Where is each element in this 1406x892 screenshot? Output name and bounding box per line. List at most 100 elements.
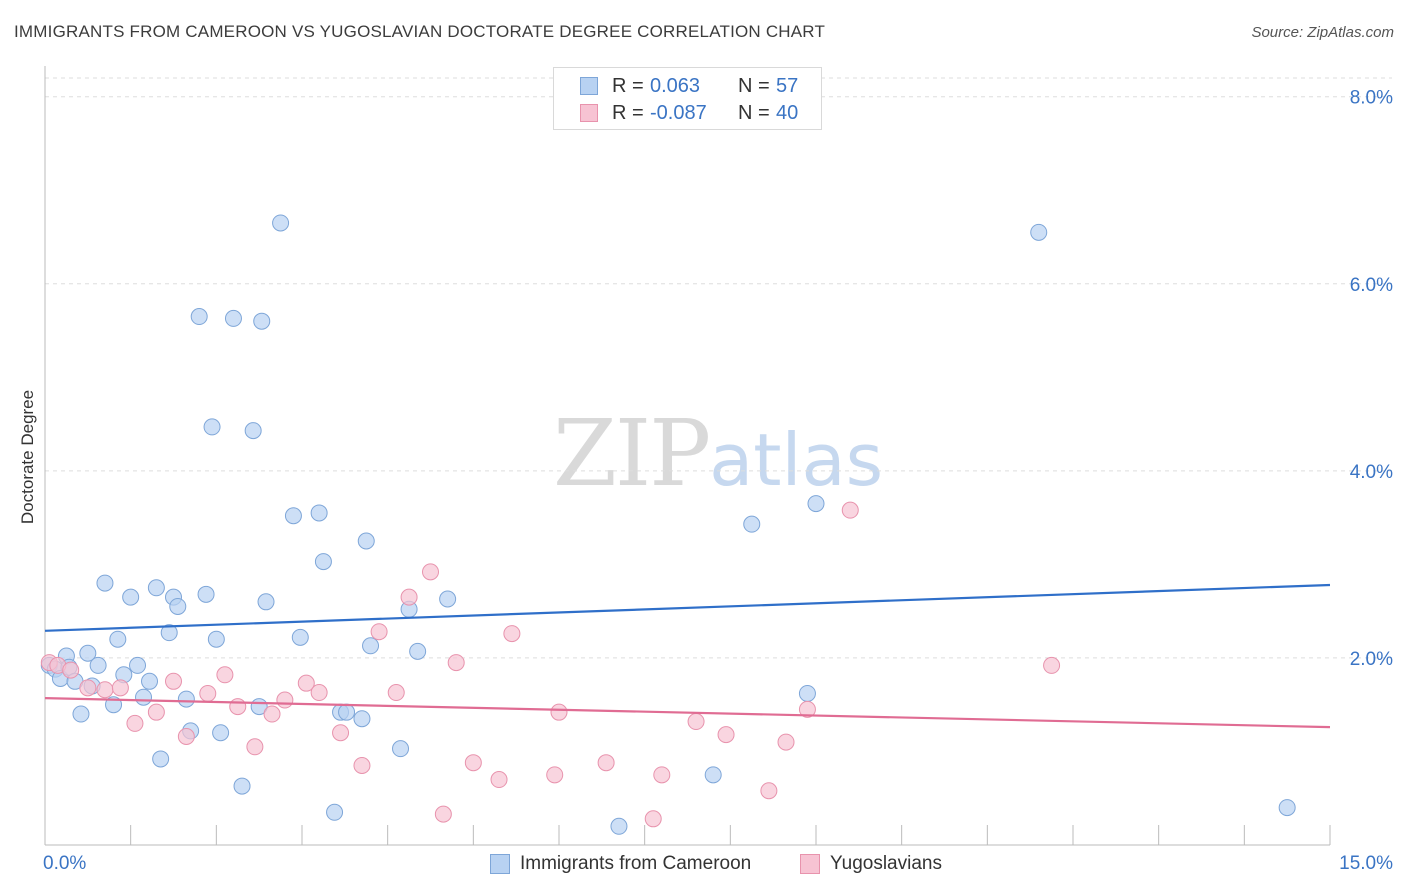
cameroon-point bbox=[190, 308, 208, 326]
yugoslavian-point bbox=[165, 672, 182, 690]
cameroon-point bbox=[169, 597, 187, 615]
cameroon-point bbox=[152, 750, 170, 768]
cameroon-point bbox=[314, 553, 332, 571]
cameroon-point bbox=[807, 495, 825, 513]
series-label-cameroon: Immigrants from Cameroon bbox=[520, 853, 752, 874]
yugoslavian-point bbox=[310, 684, 328, 702]
yugoslavian-point bbox=[841, 501, 859, 519]
cameroon-point bbox=[326, 803, 344, 821]
cameroon-point bbox=[177, 690, 195, 708]
cameroon-point bbox=[357, 532, 375, 550]
correlation-legend: R = 0.063 N = 57 R = -0.087 N = 40 bbox=[553, 67, 822, 130]
cameroon-point bbox=[135, 688, 153, 706]
yugoslavian-point bbox=[490, 771, 508, 789]
legend-n-label: N = bbox=[738, 74, 770, 97]
yugoslavian-point bbox=[297, 674, 315, 692]
series-legend-cameroon: Immigrants from Cameroon bbox=[490, 853, 751, 875]
yugoslavian-point bbox=[199, 684, 217, 702]
yugoslavian-point bbox=[62, 661, 80, 679]
zipatlas-watermark: ZIPatlas bbox=[553, 400, 883, 507]
cameroon-point bbox=[109, 630, 127, 648]
cameroon-point bbox=[207, 630, 225, 648]
cameroon-point bbox=[147, 579, 165, 597]
legend-r-label: R = bbox=[612, 74, 644, 97]
cameroon-point bbox=[310, 504, 328, 522]
cameroon-point bbox=[224, 309, 242, 327]
yugoslavian-point bbox=[216, 666, 234, 684]
cameroon-point bbox=[291, 628, 309, 646]
y-tick-label: 6.0% bbox=[1350, 275, 1393, 296]
x-tick-label: 15.0% bbox=[1339, 853, 1393, 874]
legend-row-yugoslavians: R = -0.087 N = 40 bbox=[580, 101, 798, 125]
cameroon-point bbox=[203, 418, 221, 436]
yugoslavian-point bbox=[546, 766, 564, 784]
chart-title: IMMIGRANTS FROM CAMEROON VS YUGOSLAVIAN … bbox=[14, 22, 826, 41]
legend-n-value: 57 bbox=[776, 74, 799, 97]
cameroon-point bbox=[72, 705, 90, 723]
cameroon-point bbox=[160, 624, 178, 642]
cameroon-point bbox=[392, 740, 410, 758]
cameroon-point bbox=[197, 585, 215, 603]
yugoslavian-point bbox=[79, 679, 97, 697]
cameroon-point bbox=[353, 710, 371, 728]
cameroon-point bbox=[610, 817, 628, 835]
cameroon-point bbox=[233, 777, 251, 795]
cameroon-point bbox=[129, 656, 147, 674]
cameroon-point bbox=[79, 644, 97, 662]
yugoslavian-point bbox=[111, 679, 129, 697]
yugoslavian-point bbox=[96, 681, 114, 699]
yugoslavian-point bbox=[422, 563, 439, 581]
yugoslavian-point bbox=[798, 700, 816, 718]
watermark-atlas: atlas bbox=[709, 418, 884, 502]
x-tick-label: 0.0% bbox=[43, 853, 86, 874]
yugoslavian-point bbox=[246, 738, 264, 756]
yugoslavian-point bbox=[447, 654, 465, 672]
yugoslavian-point bbox=[597, 754, 615, 772]
yugoslavian-trend-line bbox=[44, 697, 1331, 729]
y-tick-label: 4.0% bbox=[1350, 462, 1393, 483]
yugoslavian-point bbox=[353, 756, 371, 774]
cameroon-point bbox=[253, 312, 271, 330]
yugoslavian-point bbox=[332, 724, 350, 742]
cameroon-trend-line bbox=[44, 583, 1331, 632]
legend-r-value: -0.087 bbox=[650, 101, 707, 124]
series-label-yugoslavians: Yugoslavians bbox=[830, 853, 942, 874]
yugoslavian-point bbox=[276, 691, 294, 709]
y-tick-label: 2.0% bbox=[1350, 649, 1393, 670]
cameroon-point bbox=[141, 672, 159, 690]
yugoslavian-point bbox=[229, 698, 247, 716]
series-swatch-cameroon bbox=[490, 854, 510, 874]
yugoslavian-point bbox=[434, 805, 452, 823]
cameroon-point bbox=[1278, 799, 1296, 817]
cameroon-point bbox=[704, 766, 722, 784]
yugoslavian-point bbox=[653, 766, 671, 784]
yugoslavian-point bbox=[263, 705, 281, 723]
cameroon-point bbox=[362, 637, 380, 655]
legend-row-cameroon: R = 0.063 N = 57 bbox=[580, 74, 798, 98]
yugoslavian-point bbox=[400, 588, 418, 606]
cameroon-point bbox=[212, 724, 230, 742]
cameroon-point bbox=[743, 515, 761, 533]
cameroon-point bbox=[798, 684, 816, 702]
cameroon-point bbox=[122, 588, 140, 606]
legend-r-label: R = bbox=[612, 101, 644, 124]
yugoslavian-point bbox=[550, 703, 568, 721]
yugoslavian-point bbox=[387, 684, 405, 702]
yugoslavian-point bbox=[464, 754, 482, 772]
cameroon-point bbox=[96, 574, 114, 592]
yugoslavian-point bbox=[126, 714, 144, 732]
yugoslavian-point bbox=[177, 727, 195, 745]
cameroon-point bbox=[409, 642, 427, 660]
yugoslavian-point bbox=[147, 703, 165, 721]
cameroon-point bbox=[1030, 223, 1048, 241]
series-legend: Immigrants from Cameroon Yugoslavians bbox=[0, 853, 1406, 877]
yugoslavian-point bbox=[760, 782, 778, 800]
yugoslavian-point bbox=[717, 726, 735, 744]
yugoslavian-point bbox=[644, 810, 662, 828]
cameroon-point bbox=[284, 507, 302, 525]
legend-swatch-cameroon bbox=[580, 77, 598, 95]
series-swatch-yugoslavians bbox=[800, 854, 820, 874]
cameroon-point bbox=[439, 590, 457, 608]
yugoslavian-point bbox=[1043, 656, 1061, 674]
yugoslavian-point bbox=[503, 625, 521, 643]
